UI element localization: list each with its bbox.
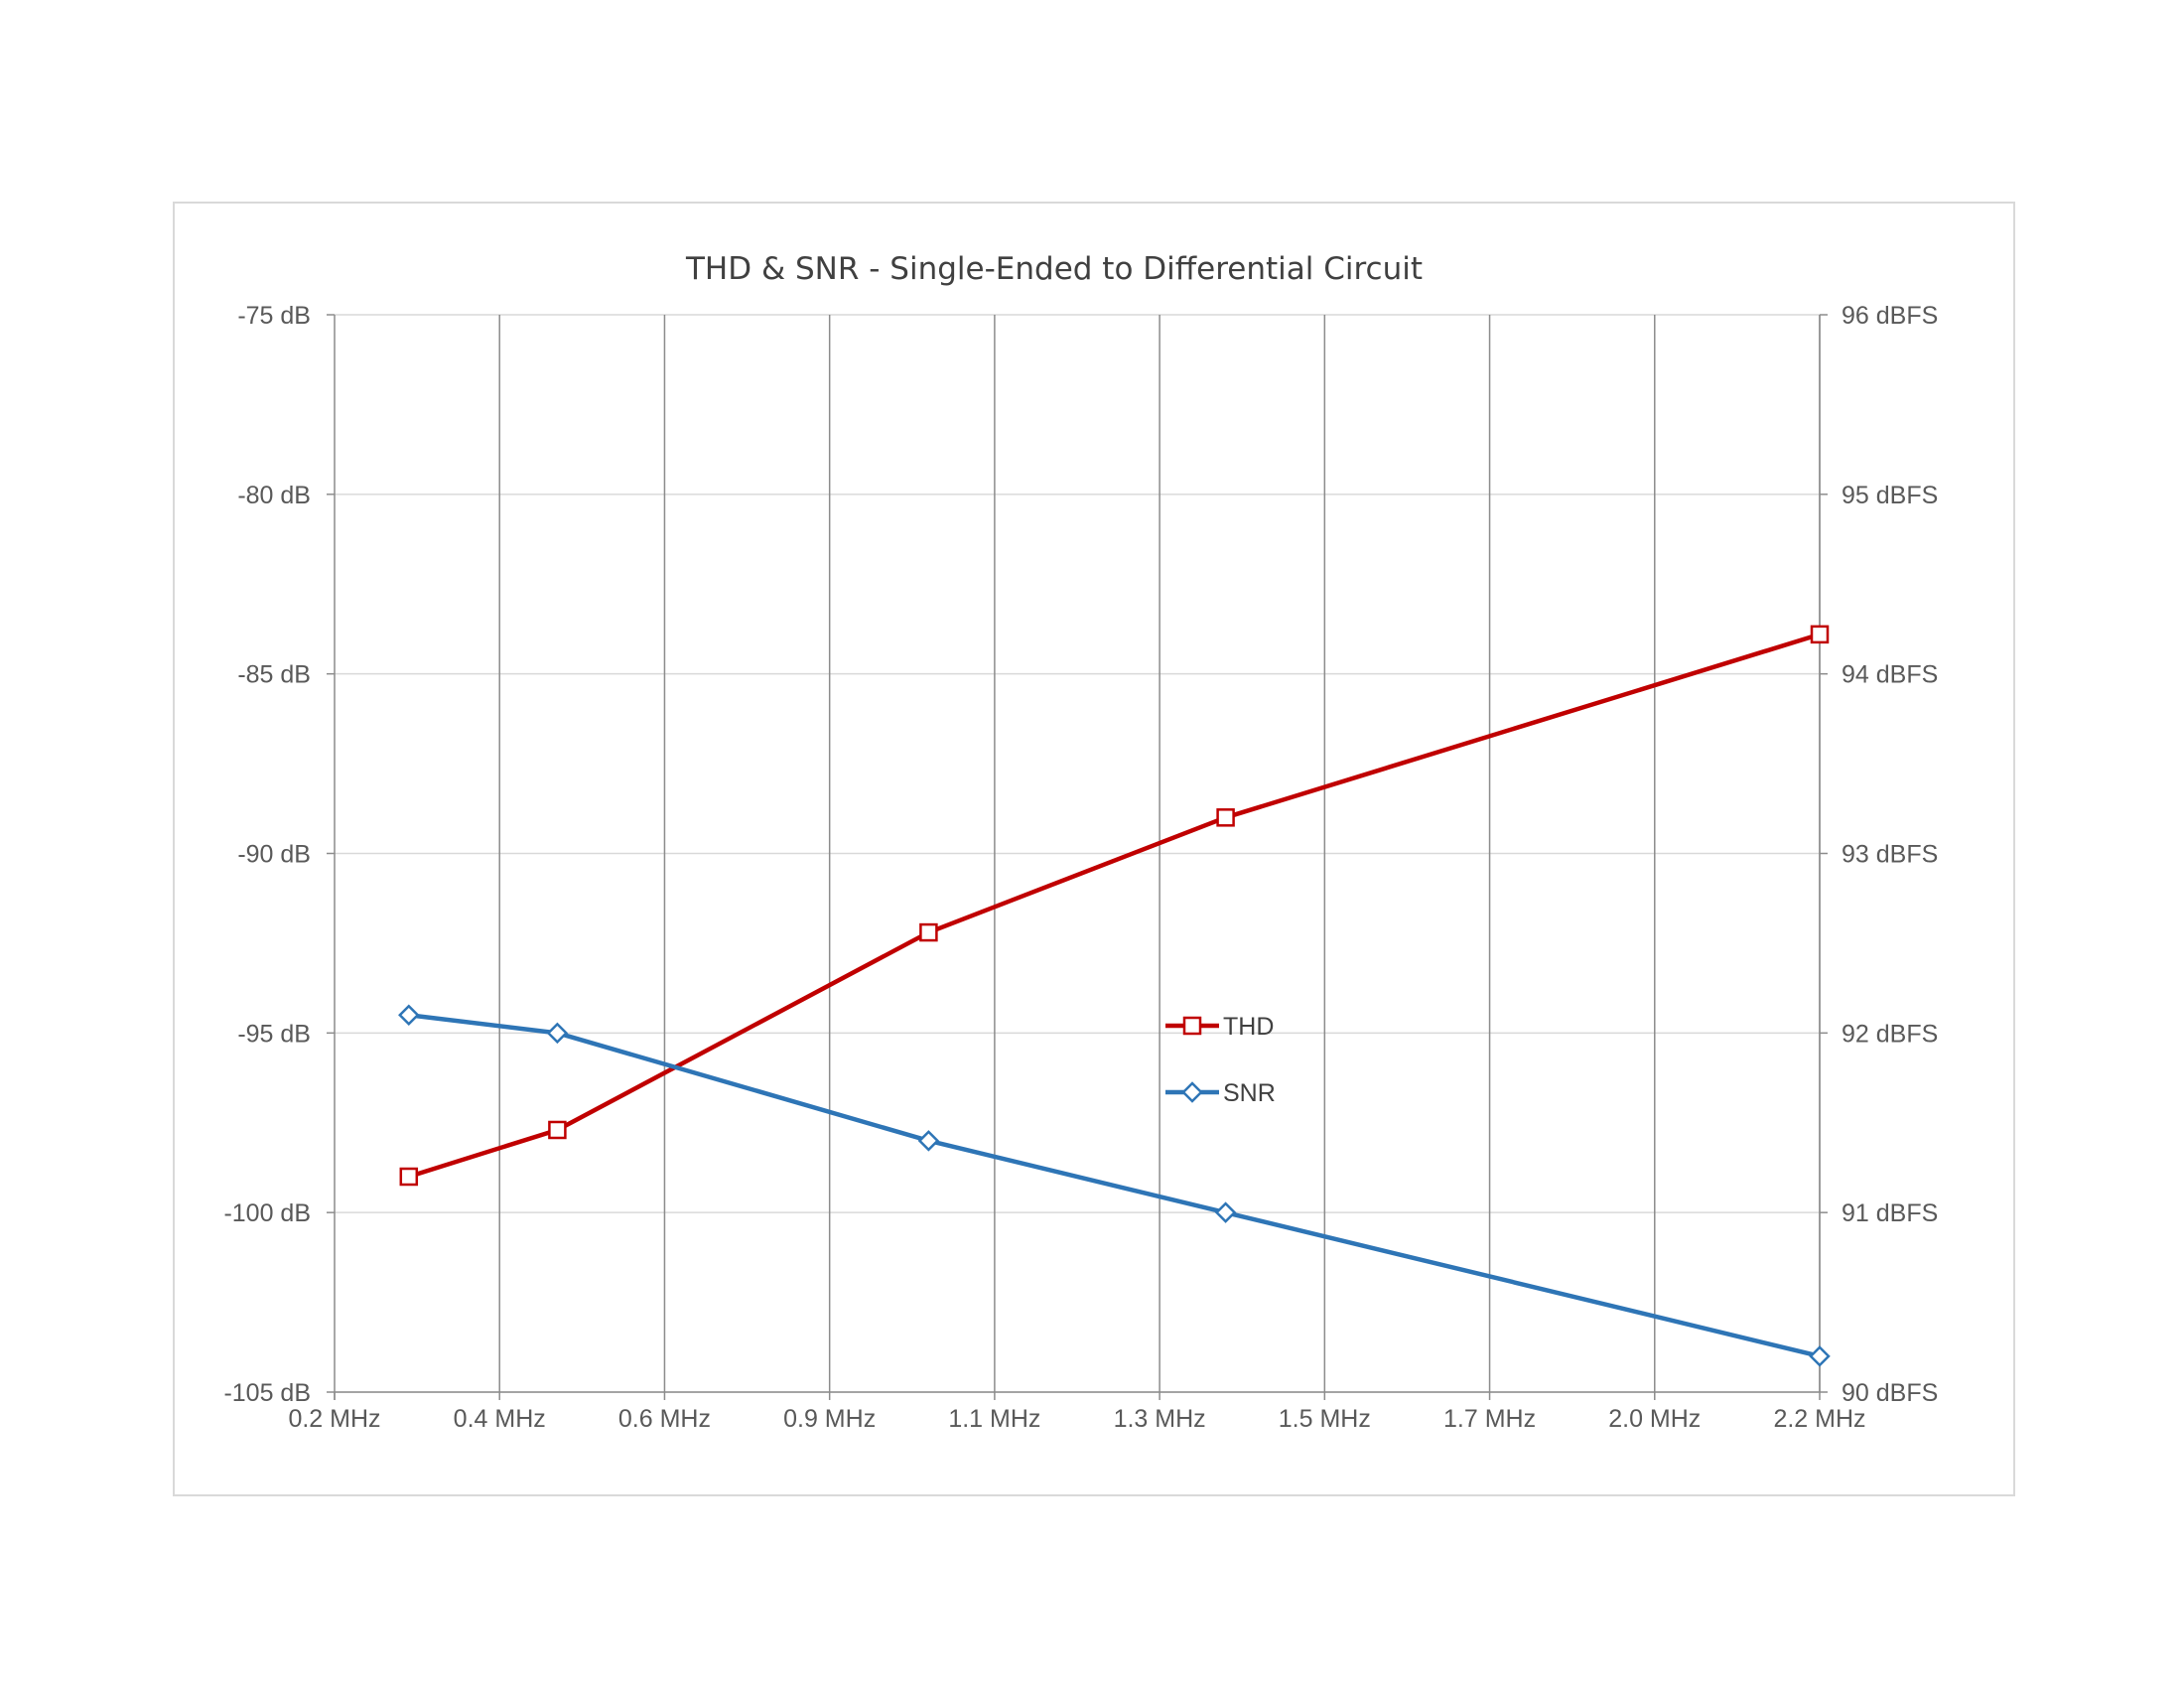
legend-snr-label: SNR: [1223, 1079, 1276, 1107]
x-tick-label: 0.4 MHz: [454, 1405, 546, 1433]
axes: [327, 314, 1828, 1400]
right-tick-label: 95 dBFS: [1842, 482, 1938, 509]
legend: THD SNR: [1165, 1013, 1276, 1107]
thd-data-point: [548, 1120, 567, 1140]
left-tick-label: -90 dB: [237, 841, 311, 869]
right-tick-label: 92 dBFS: [1842, 1020, 1938, 1048]
x-tick-label: 1.7 MHz: [1443, 1405, 1536, 1433]
thd-data-point: [1810, 625, 1830, 644]
left-axis-ticks: -75 dB -80 dB -85 dB -90 dB -95 dB -100 dB -10…: [223, 302, 311, 1407]
chart-title: THD & SNR - Single-Ended to Differential…: [685, 251, 1423, 287]
series: [398, 625, 1831, 1367]
snr-data-point: [398, 1004, 420, 1027]
thd-data-point: [919, 922, 938, 942]
thd-series-line: [408, 632, 1821, 1180]
snr-series-line: [408, 1013, 1821, 1359]
right-tick-label: 96 dBFS: [1842, 302, 1938, 330]
x-tick-label: 0.9 MHz: [783, 1405, 876, 1433]
left-tick-label: -100 dB: [223, 1199, 311, 1227]
gridlines: [335, 314, 1821, 1393]
x-axis-ticks: 0.2 MHz 0.4 MHz 0.6 MHz 0.9 MHz 1.1 MHz 1.3 M…: [288, 1405, 1865, 1433]
x-tick-label: 2.0 MHz: [1608, 1405, 1701, 1433]
x-tick-label: 0.6 MHz: [618, 1405, 711, 1433]
legend-thd-label: THD: [1223, 1013, 1274, 1041]
right-tick-label: 93 dBFS: [1842, 841, 1938, 869]
thd-data-point: [1216, 808, 1235, 827]
x-tick-label: 0.2 MHz: [288, 1405, 380, 1433]
left-tick-label: -85 dB: [237, 661, 311, 689]
snr-data-point: [917, 1130, 940, 1152]
right-axis-ticks: 96 dBFS 95 dBFS 94 dBFS 93 dBFS 92 dBFS 91 dB…: [1842, 302, 1938, 1407]
x-tick-label: 1.3 MHz: [1114, 1405, 1206, 1433]
right-tick-label: 91 dBFS: [1842, 1199, 1938, 1227]
x-tick-label: 1.5 MHz: [1279, 1405, 1371, 1433]
thd-data-point: [399, 1167, 419, 1187]
chart-frame: [173, 202, 2015, 1496]
left-tick-label: -95 dB: [237, 1020, 311, 1048]
snr-data-point: [546, 1022, 569, 1045]
legend-snr-marker: [1181, 1081, 1203, 1103]
right-tick-label: 90 dBFS: [1842, 1379, 1938, 1407]
left-tick-label: -75 dB: [237, 302, 311, 330]
x-tick-label: 1.1 MHz: [948, 1405, 1040, 1433]
left-tick-label: -105 dB: [223, 1379, 311, 1407]
snr-data-point: [1809, 1345, 1831, 1367]
left-tick-label: -80 dB: [237, 482, 311, 509]
right-tick-label: 94 dBFS: [1842, 661, 1938, 689]
legend-thd-marker: [1182, 1016, 1202, 1036]
snr-data-point: [1214, 1201, 1237, 1223]
x-tick-label: 2.2 MHz: [1773, 1405, 1865, 1433]
